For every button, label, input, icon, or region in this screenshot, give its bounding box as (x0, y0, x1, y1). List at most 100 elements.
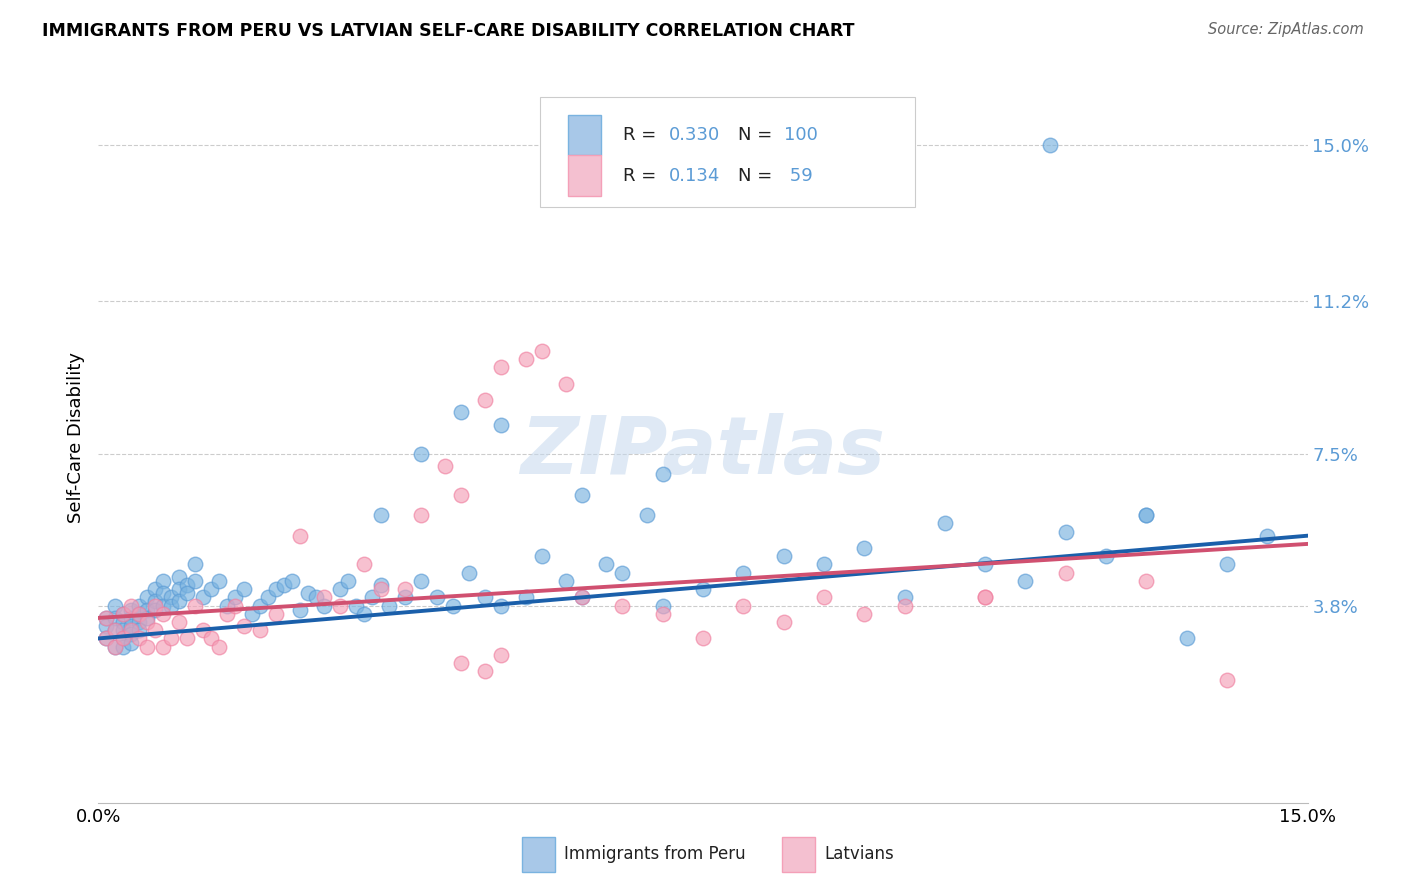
Point (491, 599, 513, 613)
Point (491, 648, 513, 662)
Point (441, 599, 464, 613)
Point (152, 586, 174, 600)
Point (232, 582, 254, 596)
Point (103, 624, 125, 638)
Point (530, 549, 553, 564)
Point (409, 446, 432, 460)
Text: Latvians: Latvians (824, 845, 894, 863)
Point (224, 599, 246, 613)
Point (103, 611, 125, 625)
Point (651, 467, 673, 481)
Text: N =: N = (738, 127, 778, 145)
Point (264, 607, 287, 621)
Point (96, 611, 118, 625)
Point (120, 599, 142, 613)
Point (208, 574, 231, 588)
Point (434, 458, 457, 473)
Point (329, 599, 352, 613)
Point (314, 591, 336, 605)
Point (128, 607, 150, 621)
Point (128, 615, 150, 629)
FancyBboxPatch shape (568, 155, 602, 195)
Point (128, 624, 150, 638)
Text: 0.134: 0.134 (669, 167, 720, 185)
Point (240, 607, 263, 621)
Point (273, 578, 295, 592)
FancyBboxPatch shape (568, 115, 602, 155)
Point (692, 582, 714, 596)
FancyBboxPatch shape (782, 838, 815, 872)
Point (893, 591, 915, 605)
Point (450, 405, 472, 419)
Point (1135, 508, 1157, 523)
Text: R =: R = (623, 127, 662, 145)
Point (344, 599, 367, 613)
Point (152, 607, 174, 621)
Point (176, 632, 198, 646)
Point (184, 599, 207, 613)
Point (853, 607, 876, 621)
Point (111, 632, 134, 646)
Point (167, 615, 190, 629)
Point (224, 591, 246, 605)
Y-axis label: Self-Care Disability: Self-Care Disability (66, 351, 84, 523)
Point (555, 376, 578, 391)
Point (555, 574, 578, 588)
Point (111, 615, 134, 629)
Point (305, 591, 328, 605)
Point (184, 574, 207, 588)
Point (450, 487, 472, 501)
Point (288, 529, 311, 543)
Point (934, 516, 956, 531)
Point (160, 599, 183, 613)
Point (491, 417, 513, 432)
Point (370, 578, 392, 592)
Point (120, 611, 142, 625)
Point (394, 582, 416, 596)
Point (143, 599, 166, 613)
Point (530, 343, 553, 358)
Text: Immigrants from Peru: Immigrants from Peru (564, 845, 745, 863)
Point (193, 591, 215, 605)
Point (120, 635, 142, 649)
Point (176, 578, 198, 592)
Point (128, 632, 150, 646)
Point (337, 574, 360, 588)
Point (612, 566, 634, 580)
Point (152, 640, 174, 654)
Point (1135, 508, 1157, 523)
Point (394, 591, 416, 605)
Point (111, 632, 134, 646)
Text: Source: ZipAtlas.com: Source: ZipAtlas.com (1208, 22, 1364, 37)
Point (152, 574, 174, 588)
Point (651, 599, 673, 613)
Point (96, 611, 118, 625)
Point (772, 549, 794, 564)
Point (571, 591, 593, 605)
Text: R =: R = (623, 167, 662, 185)
Point (193, 624, 215, 638)
Point (200, 582, 222, 596)
Text: IMMIGRANTS FROM PERU VS LATVIAN SELF-CARE DISABILITY CORRELATION CHART: IMMIGRANTS FROM PERU VS LATVIAN SELF-CAR… (42, 22, 855, 40)
Point (96, 632, 118, 646)
Point (353, 558, 375, 572)
Point (96, 632, 118, 646)
Point (361, 591, 384, 605)
Point (491, 360, 513, 375)
Point (571, 487, 593, 501)
Point (143, 582, 166, 596)
Point (135, 591, 157, 605)
Point (458, 566, 481, 580)
Point (474, 591, 496, 605)
Text: 100: 100 (785, 127, 818, 145)
Point (128, 599, 150, 613)
Point (426, 591, 449, 605)
Point (1054, 524, 1077, 539)
Point (370, 582, 392, 596)
Point (314, 599, 336, 613)
Point (409, 574, 432, 588)
Point (612, 599, 634, 613)
Point (1039, 138, 1062, 153)
Point (571, 591, 593, 605)
Point (103, 624, 125, 638)
